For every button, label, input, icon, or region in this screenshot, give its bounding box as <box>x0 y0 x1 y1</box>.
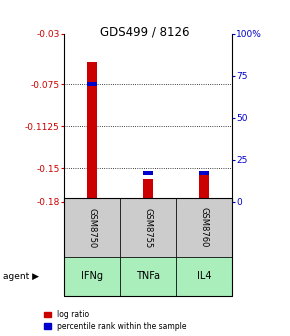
Text: IL4: IL4 <box>197 271 211 281</box>
Text: IFNg: IFNg <box>81 271 103 281</box>
Bar <box>87 82 97 86</box>
Text: GSM8750: GSM8750 <box>87 208 96 248</box>
Bar <box>199 171 209 175</box>
Text: GDS499 / 8126: GDS499 / 8126 <box>100 25 190 38</box>
Text: GSM8755: GSM8755 <box>143 208 153 248</box>
Legend: log ratio, percentile rank within the sample: log ratio, percentile rank within the sa… <box>44 310 186 331</box>
Bar <box>199 171 209 202</box>
Bar <box>143 171 153 175</box>
Bar <box>143 179 153 202</box>
Bar <box>87 61 97 202</box>
Text: TNFa: TNFa <box>136 271 160 281</box>
Text: GSM8760: GSM8760 <box>200 207 209 248</box>
Text: agent ▶: agent ▶ <box>3 272 39 281</box>
